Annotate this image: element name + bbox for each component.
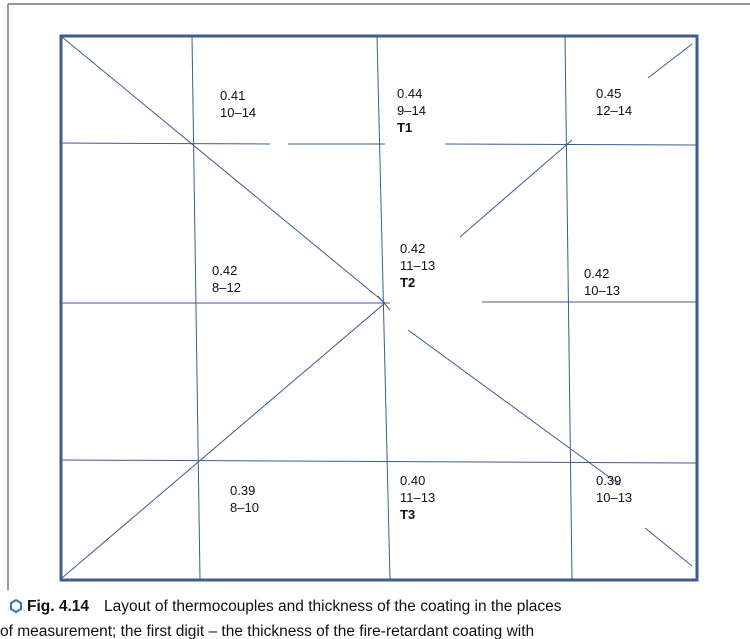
thickness: 0.39 xyxy=(230,483,255,498)
grid-line xyxy=(60,142,271,145)
thickness: 0.40 xyxy=(400,473,425,488)
diagonal xyxy=(407,329,621,486)
caption-text: Layout of thermocouples and thickness of… xyxy=(104,598,562,615)
thickness-range: 8–12 xyxy=(212,280,241,295)
grid-line xyxy=(444,143,698,146)
thermocouple: T1 xyxy=(397,120,412,135)
grid-line xyxy=(376,35,391,581)
caption: Fig. 4.14 Layout of thermocouples and th… xyxy=(0,598,562,639)
thickness: 0.39 xyxy=(596,473,621,488)
thickness-range: 10–14 xyxy=(220,105,256,120)
diagonal xyxy=(61,302,386,579)
caption-text: of measurement; the first digit – the th… xyxy=(0,623,534,639)
thermocouple: T3 xyxy=(400,507,415,522)
diagonal xyxy=(61,36,386,304)
plate-border xyxy=(59,34,699,582)
layout-diagram xyxy=(59,34,699,582)
thickness: 0.45 xyxy=(596,86,621,101)
thickness-range: 8–10 xyxy=(230,500,259,515)
cell-labels: 0.41 10–14 0.44 9–14 T1 0.45 12–14 0.42 8–12 0.42… xyxy=(212,86,632,522)
diagonal xyxy=(647,43,693,79)
grid-line xyxy=(564,35,573,581)
thickness-range: 10–13 xyxy=(584,283,620,298)
thickness: 0.42 xyxy=(584,266,609,281)
caption-icon xyxy=(10,598,22,614)
diagonal xyxy=(644,527,693,567)
thickness: 0.42 xyxy=(212,263,237,278)
thickness: 0.44 xyxy=(397,86,422,101)
grid-line xyxy=(60,459,698,464)
thermocouple: T2 xyxy=(400,275,415,290)
thickness-range: 12–14 xyxy=(596,103,632,118)
thickness: 0.41 xyxy=(220,88,245,103)
thickness-range: 11–13 xyxy=(400,258,435,273)
thickness-range: 11–13 xyxy=(400,490,435,505)
frame xyxy=(7,3,750,590)
diagonal xyxy=(377,295,391,311)
thickness-range: 10–13 xyxy=(596,490,632,505)
thickness: 0.42 xyxy=(400,241,425,256)
caption-label: Fig. 4.14 xyxy=(27,598,89,615)
grid-line xyxy=(191,35,201,581)
thickness-range: 9–14 xyxy=(397,103,426,118)
diagonal xyxy=(459,139,573,238)
